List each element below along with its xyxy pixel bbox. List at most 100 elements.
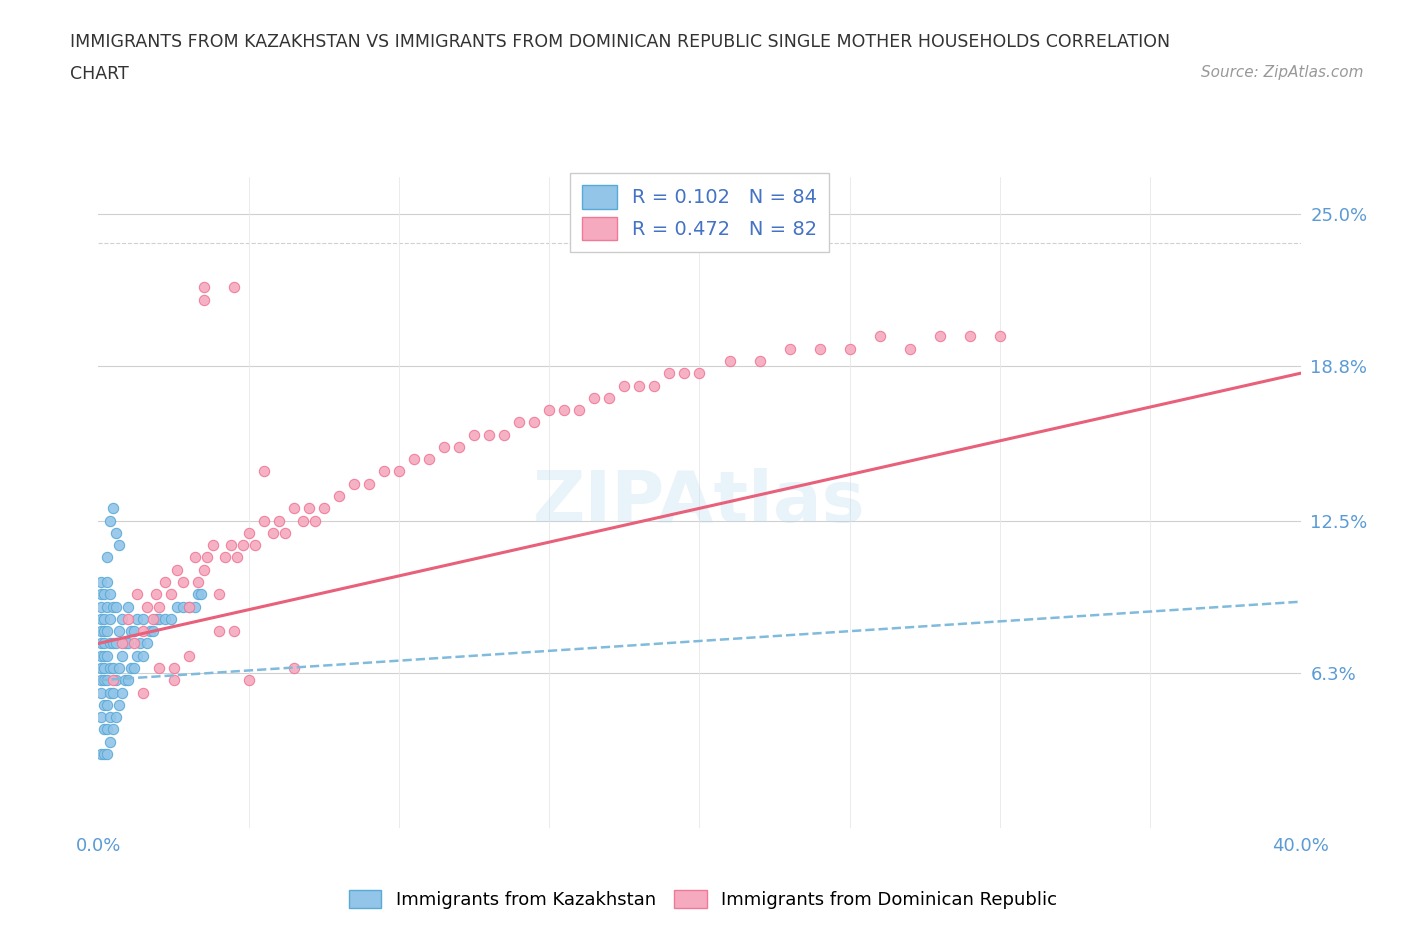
- Point: [96, 747, 118, 762]
- Point: [177, 648, 200, 663]
- Point: [219, 538, 242, 552]
- Point: [132, 648, 155, 663]
- Point: [166, 599, 188, 614]
- Point: [312, 501, 335, 516]
- Point: [159, 587, 181, 602]
- Point: [628, 379, 651, 393]
- Point: [177, 599, 200, 614]
- Point: [108, 698, 131, 712]
- Point: [103, 660, 125, 675]
- Point: [90, 710, 112, 724]
- Point: [304, 513, 326, 528]
- Point: [93, 660, 115, 675]
- Point: [898, 341, 921, 356]
- Point: [153, 611, 176, 626]
- Point: [613, 379, 636, 393]
- Point: [103, 722, 125, 737]
- Point: [402, 452, 425, 467]
- Point: [141, 624, 163, 639]
- Point: [183, 599, 205, 614]
- Point: [166, 563, 188, 578]
- Point: [148, 611, 170, 626]
- Point: [105, 525, 128, 540]
- Point: [222, 280, 245, 295]
- Point: [183, 550, 205, 565]
- Point: [145, 587, 167, 602]
- Point: [201, 538, 224, 552]
- Point: [129, 636, 152, 651]
- Point: [93, 624, 115, 639]
- Point: [373, 464, 395, 479]
- Point: [117, 673, 139, 688]
- Point: [214, 550, 236, 565]
- Point: [121, 660, 143, 675]
- Point: [93, 698, 115, 712]
- Point: [93, 722, 115, 737]
- Point: [225, 550, 247, 565]
- Point: [96, 550, 118, 565]
- Point: [357, 476, 380, 491]
- Point: [132, 624, 155, 639]
- Point: [90, 747, 112, 762]
- Point: [869, 329, 891, 344]
- Point: [673, 365, 696, 380]
- Point: [100, 710, 122, 724]
- Point: [433, 440, 456, 455]
- Point: [90, 624, 112, 639]
- Point: [177, 599, 200, 614]
- Point: [523, 415, 546, 430]
- Point: [100, 611, 122, 626]
- Point: [111, 685, 134, 700]
- Point: [111, 611, 134, 626]
- Point: [262, 525, 284, 540]
- Point: [127, 611, 149, 626]
- Point: [100, 660, 122, 675]
- Point: [243, 538, 266, 552]
- Point: [447, 440, 470, 455]
- Point: [187, 587, 209, 602]
- Point: [478, 427, 501, 442]
- Point: [121, 624, 143, 639]
- Point: [267, 513, 290, 528]
- Point: [193, 292, 215, 307]
- Point: [153, 575, 176, 590]
- Point: [162, 673, 184, 688]
- Point: [100, 587, 122, 602]
- Point: [90, 611, 112, 626]
- Point: [132, 611, 155, 626]
- Point: [90, 575, 112, 590]
- Point: [103, 685, 125, 700]
- Point: [105, 636, 128, 651]
- Point: [195, 550, 218, 565]
- Point: [929, 329, 952, 344]
- Point: [96, 599, 118, 614]
- Point: [145, 611, 167, 626]
- Point: [90, 673, 112, 688]
- Point: [959, 329, 981, 344]
- Point: [208, 587, 231, 602]
- Point: [124, 660, 146, 675]
- Point: [114, 636, 136, 651]
- Point: [105, 673, 128, 688]
- Point: [117, 636, 139, 651]
- Point: [90, 685, 112, 700]
- Point: [222, 624, 245, 639]
- Point: [643, 379, 665, 393]
- Point: [103, 636, 125, 651]
- Point: [238, 525, 260, 540]
- Point: [90, 587, 112, 602]
- Point: [96, 722, 118, 737]
- Point: [100, 735, 122, 750]
- Point: [90, 636, 112, 651]
- Point: [190, 587, 212, 602]
- Point: [96, 575, 118, 590]
- Point: [111, 636, 134, 651]
- Point: [93, 747, 115, 762]
- Point: [187, 575, 209, 590]
- Point: [494, 427, 516, 442]
- Point: [748, 353, 770, 368]
- Point: [328, 488, 350, 503]
- Point: [138, 624, 160, 639]
- Point: [100, 513, 122, 528]
- Point: [172, 599, 194, 614]
